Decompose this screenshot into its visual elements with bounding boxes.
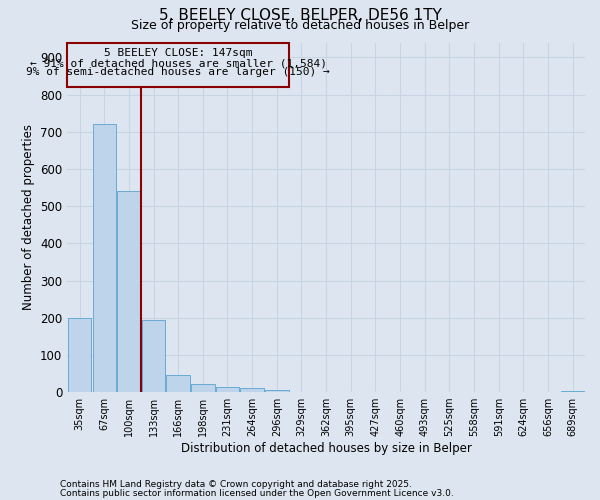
Bar bbox=[191, 384, 215, 392]
X-axis label: Distribution of detached houses by size in Belper: Distribution of detached houses by size … bbox=[181, 442, 472, 455]
Text: 5 BEELEY CLOSE: 147sqm: 5 BEELEY CLOSE: 147sqm bbox=[104, 48, 253, 58]
FancyBboxPatch shape bbox=[67, 42, 289, 87]
Bar bbox=[117, 192, 140, 392]
Text: 5, BEELEY CLOSE, BELPER, DE56 1TY: 5, BEELEY CLOSE, BELPER, DE56 1TY bbox=[158, 8, 442, 22]
Bar bbox=[92, 124, 116, 392]
Text: Contains HM Land Registry data © Crown copyright and database right 2025.: Contains HM Land Registry data © Crown c… bbox=[60, 480, 412, 489]
Bar bbox=[265, 390, 289, 392]
Text: Size of property relative to detached houses in Belper: Size of property relative to detached ho… bbox=[131, 18, 469, 32]
Text: 9% of semi-detached houses are larger (150) →: 9% of semi-detached houses are larger (1… bbox=[26, 68, 330, 78]
Bar bbox=[241, 388, 264, 392]
Bar bbox=[216, 386, 239, 392]
Y-axis label: Number of detached properties: Number of detached properties bbox=[22, 124, 35, 310]
Text: ← 91% of detached houses are smaller (1,584): ← 91% of detached houses are smaller (1,… bbox=[29, 58, 326, 68]
Text: Contains public sector information licensed under the Open Government Licence v3: Contains public sector information licen… bbox=[60, 489, 454, 498]
Bar bbox=[166, 376, 190, 392]
Bar bbox=[142, 320, 165, 392]
Bar bbox=[68, 318, 91, 392]
